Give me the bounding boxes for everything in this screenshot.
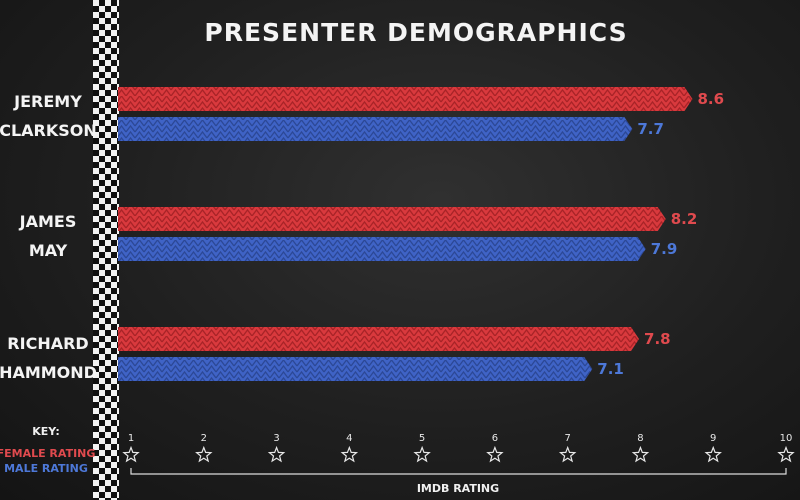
star-icon	[631, 445, 650, 463]
star-icon	[413, 445, 431, 463]
x-tick-label-10: 10	[780, 433, 793, 444]
category-label-line-1: JAMES	[19, 212, 77, 231]
x-tick-label-4: 4	[346, 433, 352, 444]
star-icon	[558, 445, 577, 463]
x-tick-label-6: 6	[492, 433, 498, 444]
bar-male-2	[118, 357, 593, 381]
x-axis-label: IMDB RATING	[417, 482, 499, 495]
bar-female-2	[118, 327, 640, 351]
x-tick-label-5: 5	[419, 433, 425, 444]
x-tick-label-8: 8	[637, 433, 643, 444]
category-label-line-1: RICHARD	[7, 334, 88, 353]
star-icon	[340, 445, 359, 463]
checkered-flag-strip	[93, 0, 119, 500]
legend-item-female-rating: FEMALE RATING	[0, 447, 95, 460]
bar-male-1	[118, 237, 646, 261]
bars-group	[118, 87, 693, 381]
star-icon	[195, 445, 213, 463]
star-icon	[777, 445, 795, 463]
category-label-line-2: HAMMOND	[0, 363, 97, 382]
value-label-female-2: 7.8	[644, 330, 671, 348]
value-label-female-1: 8.2	[671, 210, 698, 228]
category-label-line-1: JEREMY	[13, 92, 82, 111]
x-axis-bracket	[130, 468, 787, 475]
category-label-line-2: MAY	[29, 241, 68, 260]
legend-title: KEY:	[32, 425, 59, 438]
star-icon	[486, 445, 504, 463]
star-icon	[122, 445, 140, 463]
x-axis-ticks: 1 2 3 4 5 6 7 8 9 10	[122, 433, 795, 463]
star-icon	[267, 445, 286, 463]
bar-male-0	[118, 117, 633, 141]
value-label-male-1: 7.9	[651, 240, 678, 258]
x-tick-label-7: 7	[564, 433, 570, 444]
category-label-line-2: CLARKSON	[0, 121, 97, 140]
bar-female-0	[118, 87, 693, 111]
star-icon	[704, 445, 722, 463]
x-tick-label-2: 2	[201, 433, 207, 444]
x-tick-label-9: 9	[710, 433, 716, 444]
value-label-male-2: 7.1	[597, 360, 624, 378]
x-tick-label-3: 3	[273, 433, 279, 444]
value-label-male-0: 7.7	[637, 120, 664, 138]
bar-female-1	[118, 207, 666, 231]
value-labels-group: 8.6 8.2 7.8 7.7 7.9 7.1	[597, 90, 724, 378]
value-label-female-0: 8.6	[697, 90, 724, 108]
legend-item-male-rating: MALE RATING	[4, 462, 88, 475]
chart-title: PRESENTER DEMOGRAPHICS	[204, 18, 627, 47]
x-tick-label-1: 1	[128, 433, 134, 444]
